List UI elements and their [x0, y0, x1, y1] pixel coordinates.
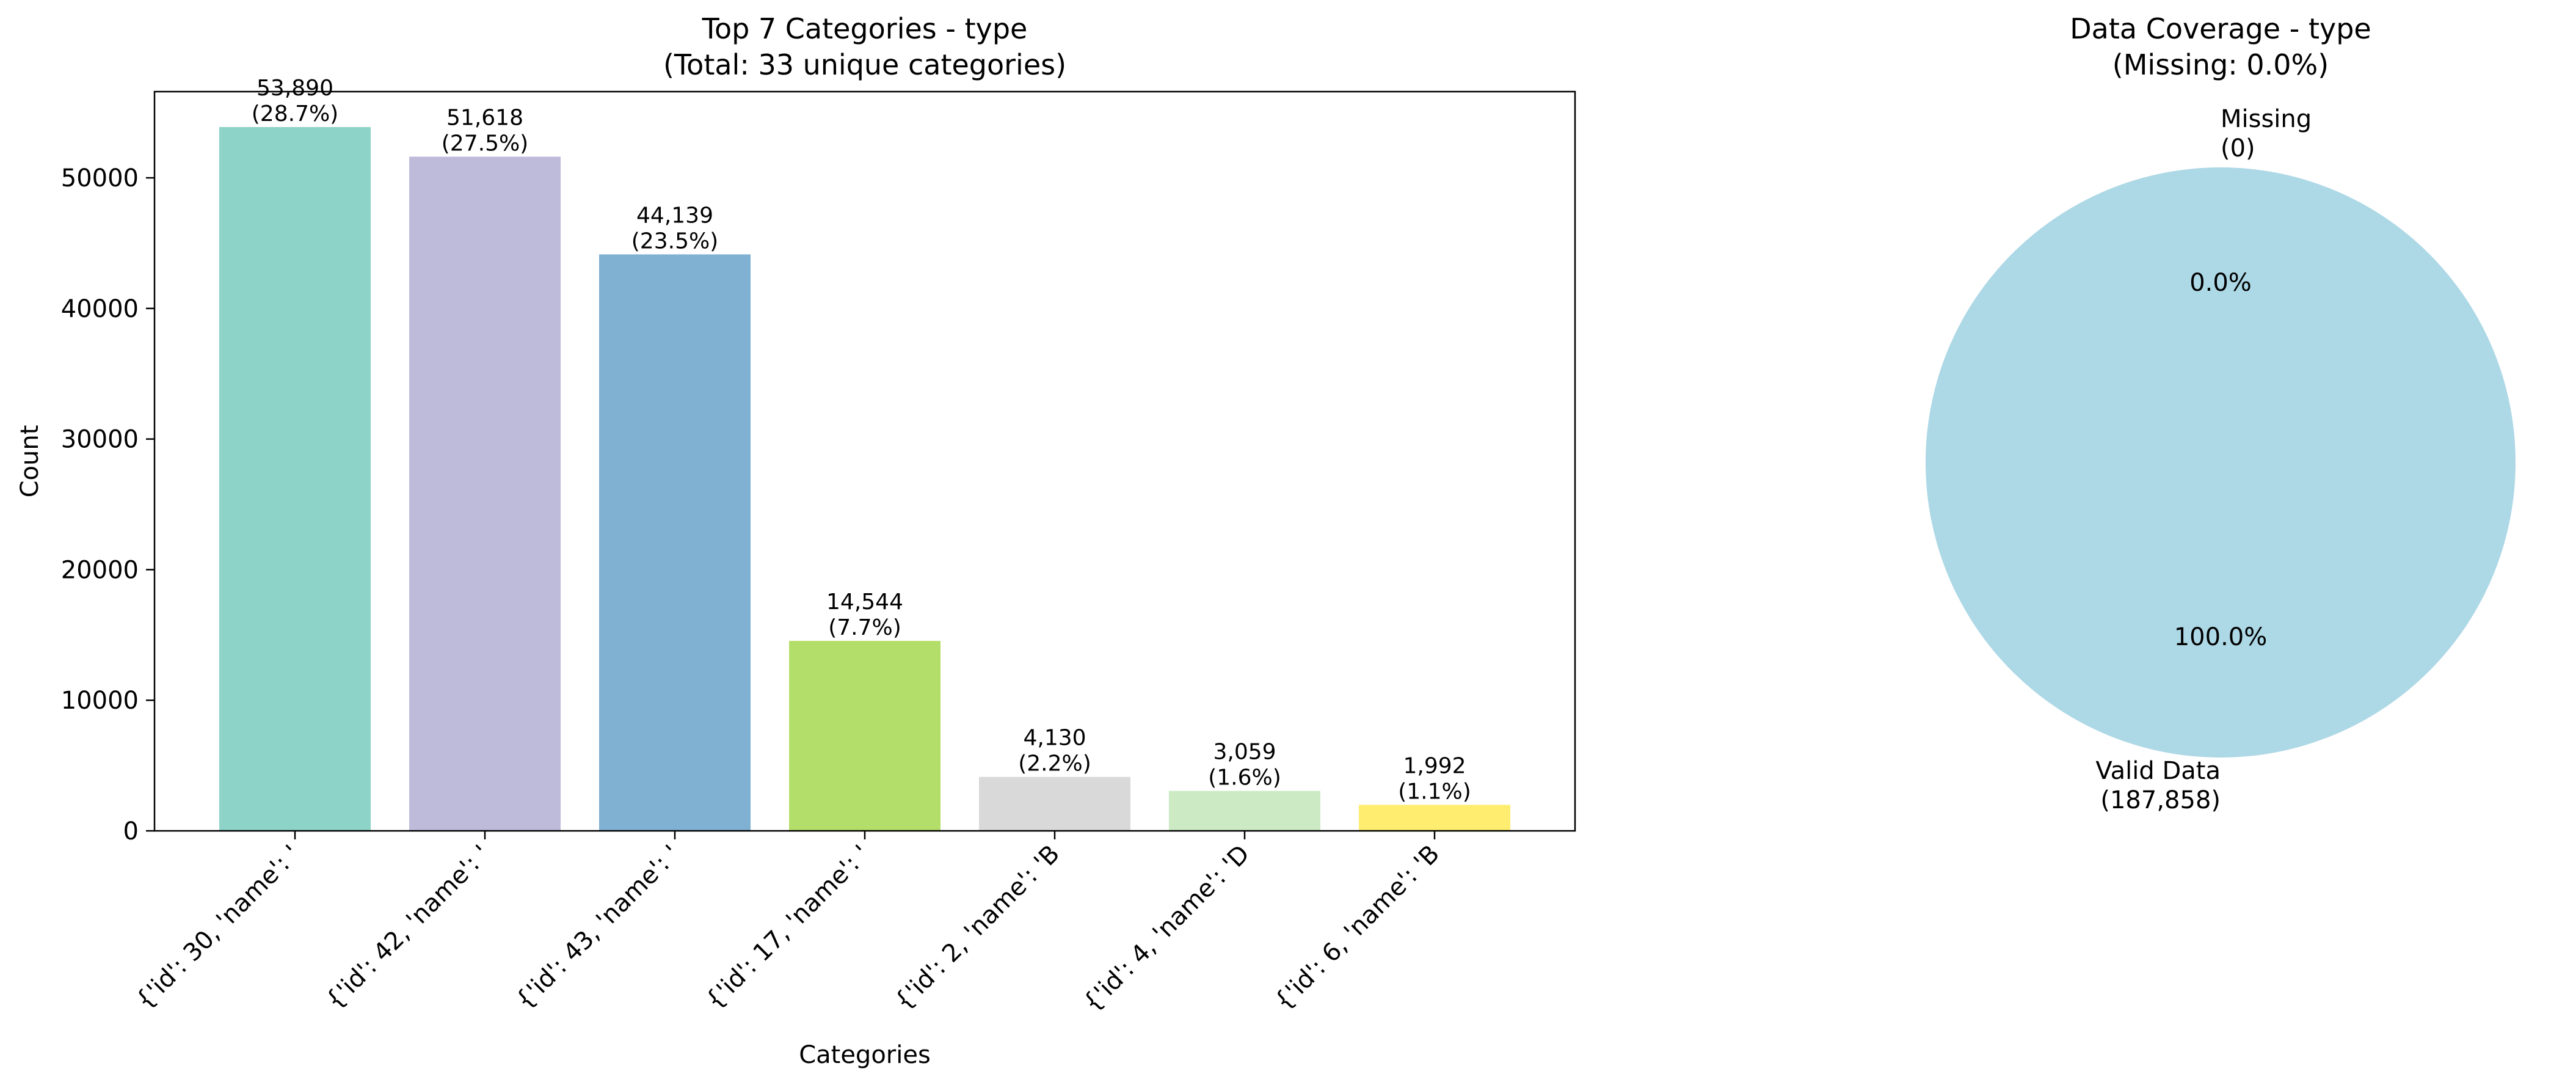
y-axis-label: Count — [16, 425, 44, 498]
bar-percent-label: (1.1%) — [1398, 779, 1471, 804]
bar-chart-subtitle: (Total: 33 unique categories) — [663, 48, 1066, 81]
y-tick-label: 40000 — [61, 295, 139, 323]
bar — [599, 254, 751, 831]
bar-percent-label: (1.6%) — [1208, 765, 1281, 791]
y-tick-label: 20000 — [61, 556, 139, 584]
bar-percent-label: (28.7%) — [252, 101, 338, 126]
pie-percent-valid-data: 100.0% — [2174, 623, 2268, 651]
pie-slice-valid-data — [1926, 167, 2516, 758]
bar-value-label: 3,059 — [1213, 740, 1276, 765]
bar-value-label: 1,992 — [1403, 753, 1466, 778]
pie-label-missing: Missing — [2221, 105, 2312, 133]
bar-value-label: 4,130 — [1023, 726, 1086, 751]
y-tick-label: 50000 — [61, 164, 139, 192]
bar-percent-label: (7.7%) — [828, 615, 901, 640]
bar-percent-label: (27.5%) — [442, 131, 528, 156]
pie-chart: Data Coverage - type (Missing: 0.0%) 0.0… — [1926, 12, 2516, 814]
bar — [1169, 791, 1320, 831]
bar — [1359, 805, 1510, 831]
bar-value-label: 44,139 — [636, 203, 713, 228]
pie-chart-subtitle: (Missing: 0.0%) — [2112, 48, 2329, 81]
bar-percent-label: (23.5%) — [631, 228, 718, 254]
plot-frame — [153, 90, 1576, 832]
bar — [219, 126, 371, 831]
x-axis-label: Categories — [799, 1041, 931, 1069]
bars-layer — [219, 126, 1510, 831]
bar-percent-label: (2.2%) — [1018, 751, 1091, 776]
pie-label-valid-data: Valid Data — [2095, 757, 2221, 785]
pie-percent-missing: 0.0% — [2189, 269, 2252, 297]
bar-chart-title: Top 7 Categories - type — [702, 12, 1028, 45]
pie-label-missing-count: (0) — [2221, 134, 2255, 163]
bar — [789, 641, 941, 831]
pie-label-valid-data-count: (187,858) — [2100, 786, 2221, 814]
y-axis: 0 10000 20000 30000 40000 50000 — [61, 164, 155, 846]
bar-labels-layer: 53,890(28.7%) 51,618(27.5%) 44,139(23.5%) 1… — [252, 76, 1471, 804]
bar-value-label: 53,890 — [257, 76, 333, 101]
bar — [409, 156, 561, 831]
y-tick-label: 0 — [123, 817, 139, 846]
y-tick-label: 30000 — [61, 426, 139, 454]
bar-value-label: 51,618 — [446, 106, 523, 131]
bar-value-label: 14,544 — [826, 590, 903, 615]
pie-chart-title: Data Coverage - type — [2070, 12, 2371, 45]
bar — [979, 776, 1130, 831]
y-tick-label: 10000 — [61, 687, 139, 715]
